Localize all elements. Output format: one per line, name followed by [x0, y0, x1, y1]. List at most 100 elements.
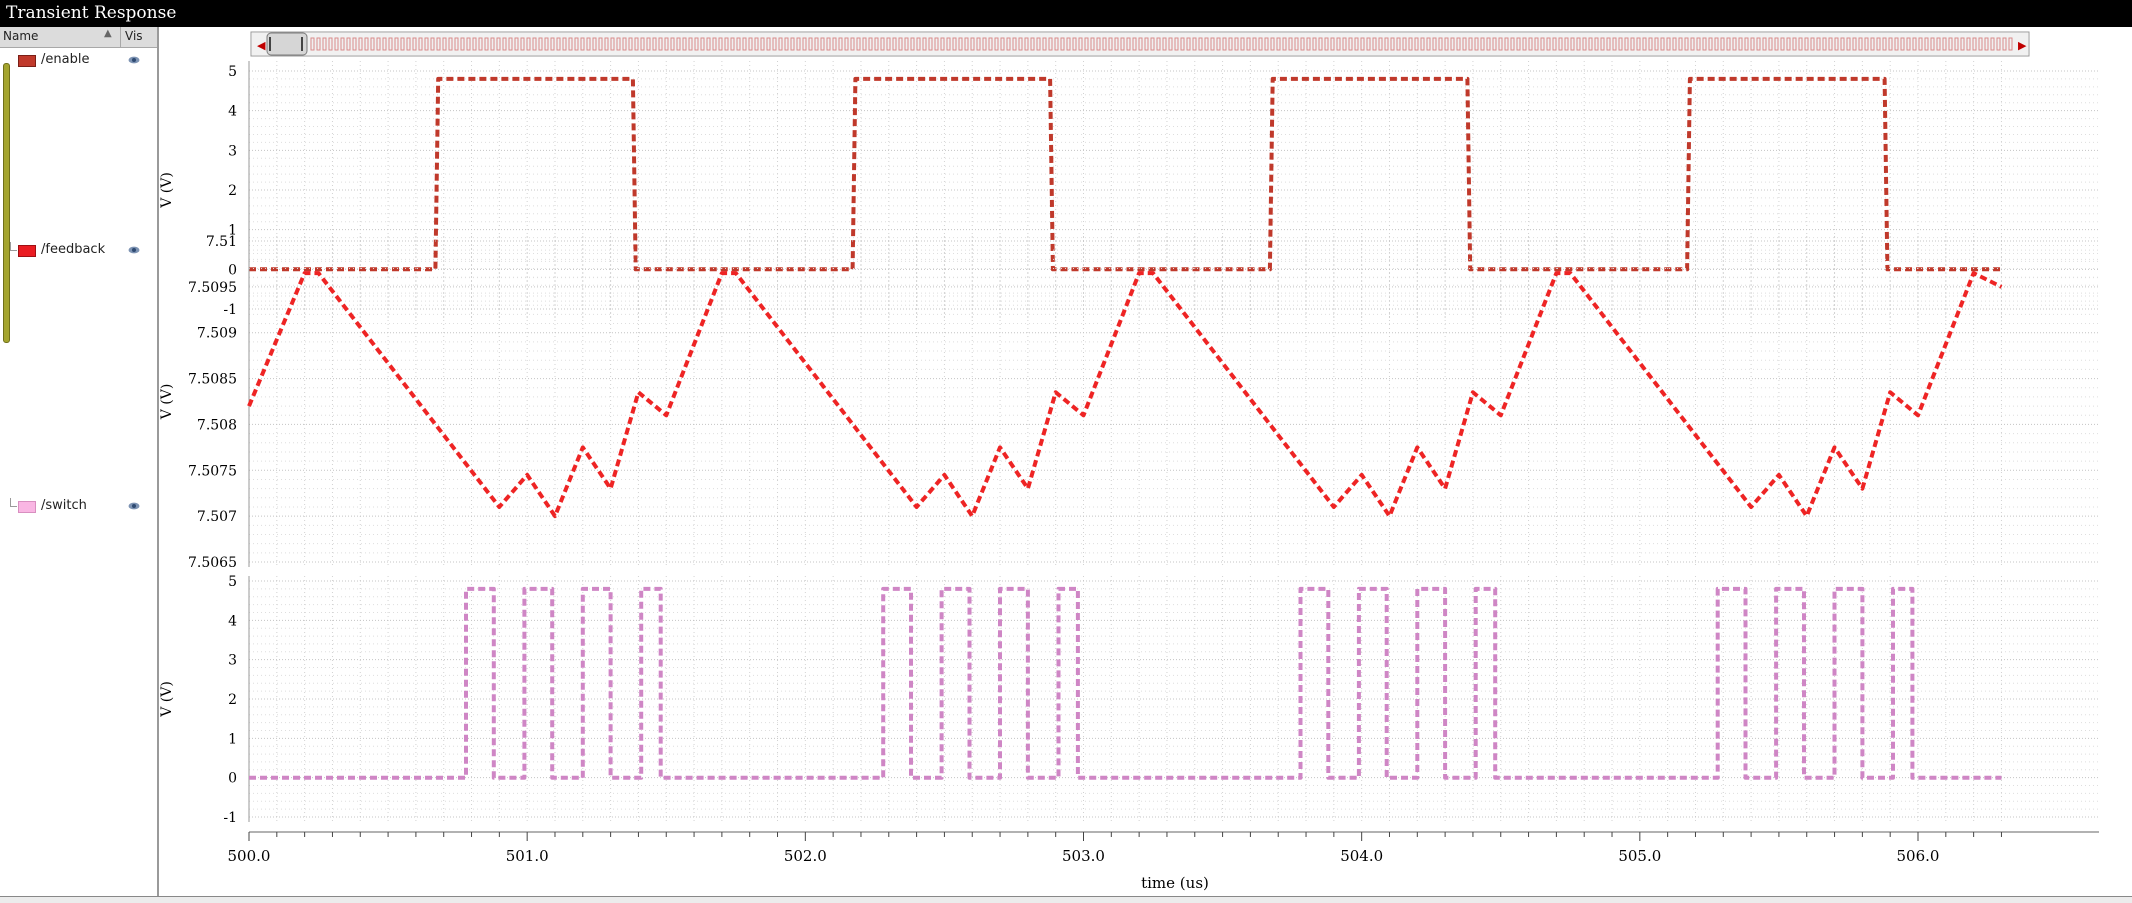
scrollbar-track-segment	[1042, 37, 1047, 51]
scrollbar-track-segment	[1552, 37, 1557, 51]
scrollbar-track-segment	[952, 37, 957, 51]
scrollbar-track-segment	[574, 37, 579, 51]
scrollbar-track-segment	[358, 37, 363, 51]
horizontal-scrollbar[interactable]: ◀ ▶	[250, 31, 2030, 57]
y-tick-label: -1	[223, 302, 237, 318]
scroll-right-arrow-icon[interactable]: ▶	[2018, 39, 2027, 52]
status-bar	[0, 896, 2132, 903]
scrollbar-track-segment	[1396, 37, 1401, 51]
signal-list-header: Name ▲ Vis	[0, 27, 157, 48]
scrollbar-track-segment	[1918, 37, 1923, 51]
y-tick-label: 1	[228, 223, 237, 239]
scrollbar-track-segment	[1708, 37, 1713, 51]
strip-group-bar[interactable]	[3, 63, 10, 343]
scrollbar-track-segment	[760, 37, 765, 51]
vis-column-header[interactable]: Vis	[125, 29, 143, 43]
scrollbar-track-segment	[730, 37, 735, 51]
scrollbar-track-segment	[538, 37, 543, 51]
scrollbar-track-segment	[1312, 37, 1317, 51]
signal-color-swatch[interactable]	[18, 245, 36, 257]
scrollbar-track-segment	[958, 37, 963, 51]
scrollbar-track-segment	[1630, 37, 1635, 51]
scrollbar-track-segment	[1834, 37, 1839, 51]
scrollbar-track-segment	[880, 37, 885, 51]
scrollbar-track-segment	[862, 37, 867, 51]
scrollbar-track-segment	[988, 37, 993, 51]
y-tick-label: 4	[228, 613, 237, 629]
scrollbar-track-segment	[1534, 37, 1539, 51]
sort-arrow-icon[interactable]: ▲	[104, 28, 112, 39]
scrollbar-track-segment	[556, 37, 561, 51]
waveform-feedback[interactable]	[247, 271, 2003, 519]
scrollbar-track-segment	[1048, 37, 1053, 51]
scrollbar-track-segment	[1120, 37, 1125, 51]
scrollbar-track-segment	[670, 37, 675, 51]
scrollbar-track-segment	[1144, 37, 1149, 51]
signal-item-feedback[interactable]: /feedback	[0, 240, 157, 260]
scrollbar-track-segment	[1252, 37, 1257, 51]
scrollbar-track-pattern	[310, 37, 2013, 51]
y-tick-label: -1	[223, 810, 237, 826]
scrollbar-track-segment	[514, 37, 519, 51]
scrollbar-track-segment	[1468, 37, 1473, 51]
scrollbar-track-segment	[1018, 37, 1023, 51]
scrollbar-track-segment	[1126, 37, 1131, 51]
scrollbar-track-segment	[1876, 37, 1881, 51]
y-tick-label: 7.5095	[188, 280, 237, 296]
scrollbar-track-segment	[1564, 37, 1569, 51]
scrollbar-track-segment	[886, 37, 891, 51]
scrollbar-track-segment	[1456, 37, 1461, 51]
scrollbar-track-segment	[1798, 37, 1803, 51]
scrollbar-track-segment	[928, 37, 933, 51]
scrollbar-track-segment	[820, 37, 825, 51]
scroll-left-arrow-icon[interactable]: ◀	[257, 39, 266, 52]
y-axis-label: V (V)	[159, 384, 175, 421]
scrollbar-track-segment	[400, 37, 405, 51]
scrollbar-track-segment	[1114, 37, 1119, 51]
y-tick-label: 7.507	[197, 509, 237, 525]
waveform-enable[interactable]	[249, 76, 2002, 272]
signal-item-switch[interactable]: /switch	[0, 496, 157, 516]
scrollbar-track-segment	[724, 37, 729, 51]
y-axis-label: V (V)	[159, 681, 175, 718]
scrollbar-track-segment	[796, 37, 801, 51]
scrollbar-track-segment	[1894, 37, 1899, 51]
scrollbar-track-segment	[904, 37, 909, 51]
column-divider[interactable]	[120, 27, 121, 47]
scrollbar-track-segment	[1360, 37, 1365, 51]
scrollbar-track-segment	[580, 37, 585, 51]
signal-color-swatch[interactable]	[18, 501, 36, 513]
scrollbar-track-segment	[1978, 37, 1983, 51]
y-tick-label: 7.5065	[188, 555, 237, 571]
scrollbar-track-segment	[1246, 37, 1251, 51]
name-column-header[interactable]: Name	[3, 29, 39, 43]
eye-icon[interactable]	[128, 54, 140, 66]
scrollbar-track-segment	[1342, 37, 1347, 51]
eye-icon[interactable]	[128, 244, 140, 256]
scrollbar-track-segment	[1372, 37, 1377, 51]
scrollbar-track-segment	[544, 37, 549, 51]
signal-item-enable[interactable]: /enable	[0, 50, 157, 70]
scrollbar-track-segment	[1402, 37, 1407, 51]
scrollbar-track-segment	[412, 37, 417, 51]
scrollbar-track-segment	[1804, 37, 1809, 51]
scrollbar-track-segment	[1000, 37, 1005, 51]
scrollbar-track-segment	[520, 37, 525, 51]
scrollbar-track-segment	[1660, 37, 1665, 51]
signal-color-swatch[interactable]	[18, 55, 36, 67]
scrollbar-track-segment	[1330, 37, 1335, 51]
scrollbar-track-segment	[1972, 37, 1977, 51]
scrollbar-track-segment	[1054, 37, 1059, 51]
scrollbar-track-segment	[1690, 37, 1695, 51]
scrollbar-track-segment	[946, 37, 951, 51]
scrollbar-track-segment	[1912, 37, 1917, 51]
eye-icon[interactable]	[128, 500, 140, 512]
scrollbar-track-segment	[376, 37, 381, 51]
scrollbar-track-segment	[766, 37, 771, 51]
scrollbar-track-segment	[1336, 37, 1341, 51]
scrollbar-track-segment	[532, 37, 537, 51]
scrollbar-track-segment	[1324, 37, 1329, 51]
scrollbar-track-segment	[1222, 37, 1227, 51]
scrollbar-thumb[interactable]	[266, 32, 308, 56]
waveform-switch[interactable]	[249, 586, 2002, 780]
